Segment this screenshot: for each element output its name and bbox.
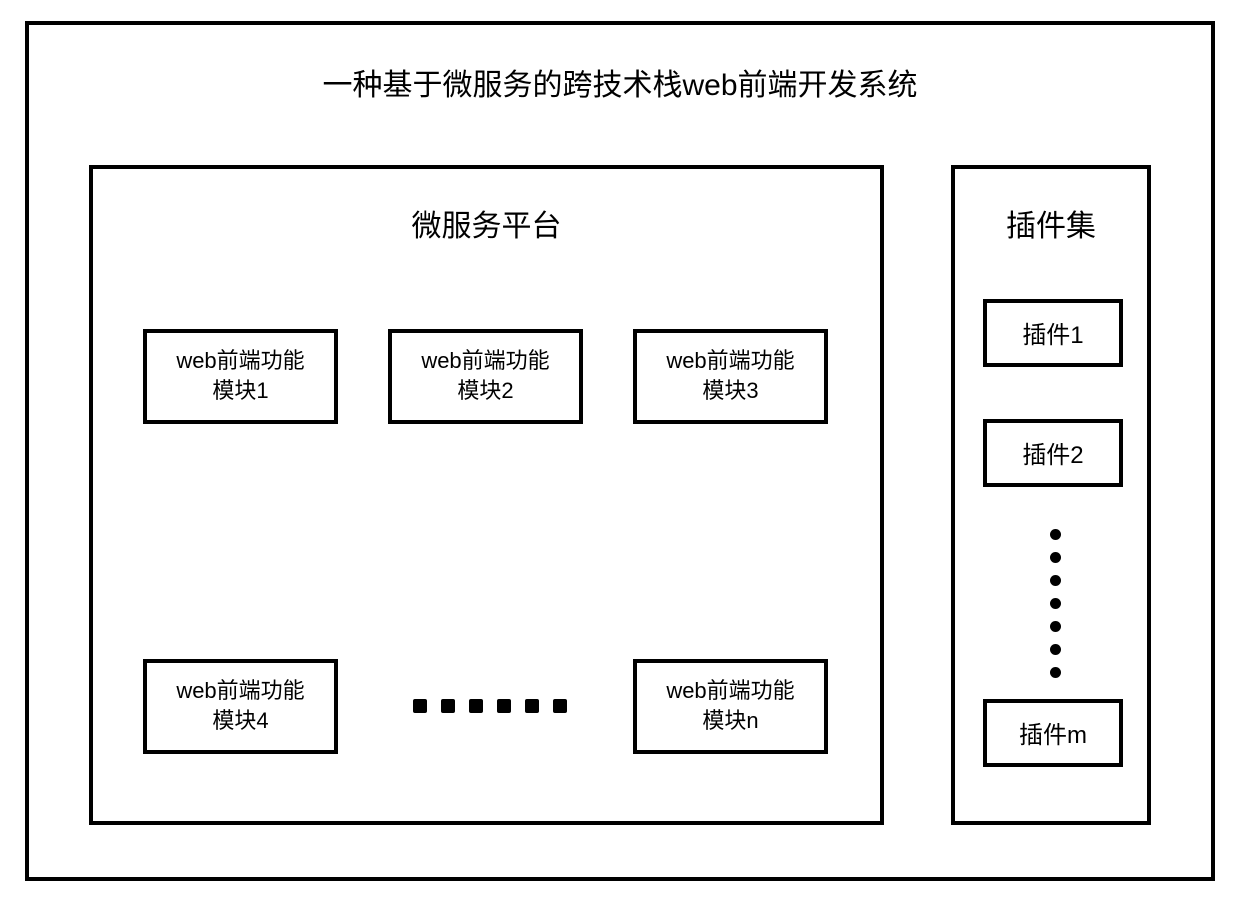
system-title: 一种基于微服务的跨技术栈web前端开发系统: [29, 60, 1211, 104]
web-module-3: web前端功能模块3: [633, 329, 828, 424]
modules-ellipsis: [413, 699, 567, 713]
plugin-3: 插件m: [983, 699, 1123, 767]
web-module-5: web前端功能模块n: [633, 659, 828, 754]
web-module-1: web前端功能模块1: [143, 329, 338, 424]
plugin-2: 插件2: [983, 419, 1123, 487]
web-module-4: web前端功能模块4: [143, 659, 338, 754]
plugins-ellipsis: [1050, 529, 1061, 678]
web-module-2: web前端功能模块2: [388, 329, 583, 424]
platform-title: 微服务平台: [93, 201, 880, 245]
microservice-platform-box: 微服务平台 web前端功能模块1 web前端功能模块2 web前端功能模块3 web前…: [89, 165, 884, 825]
plugins-title: 插件集: [955, 201, 1147, 245]
system-container: 一种基于微服务的跨技术栈web前端开发系统 微服务平台 web前端功能模块1 we…: [25, 21, 1215, 881]
plugin-set-box: 插件集 插件1 插件2 插件m: [951, 165, 1151, 825]
plugin-1: 插件1: [983, 299, 1123, 367]
